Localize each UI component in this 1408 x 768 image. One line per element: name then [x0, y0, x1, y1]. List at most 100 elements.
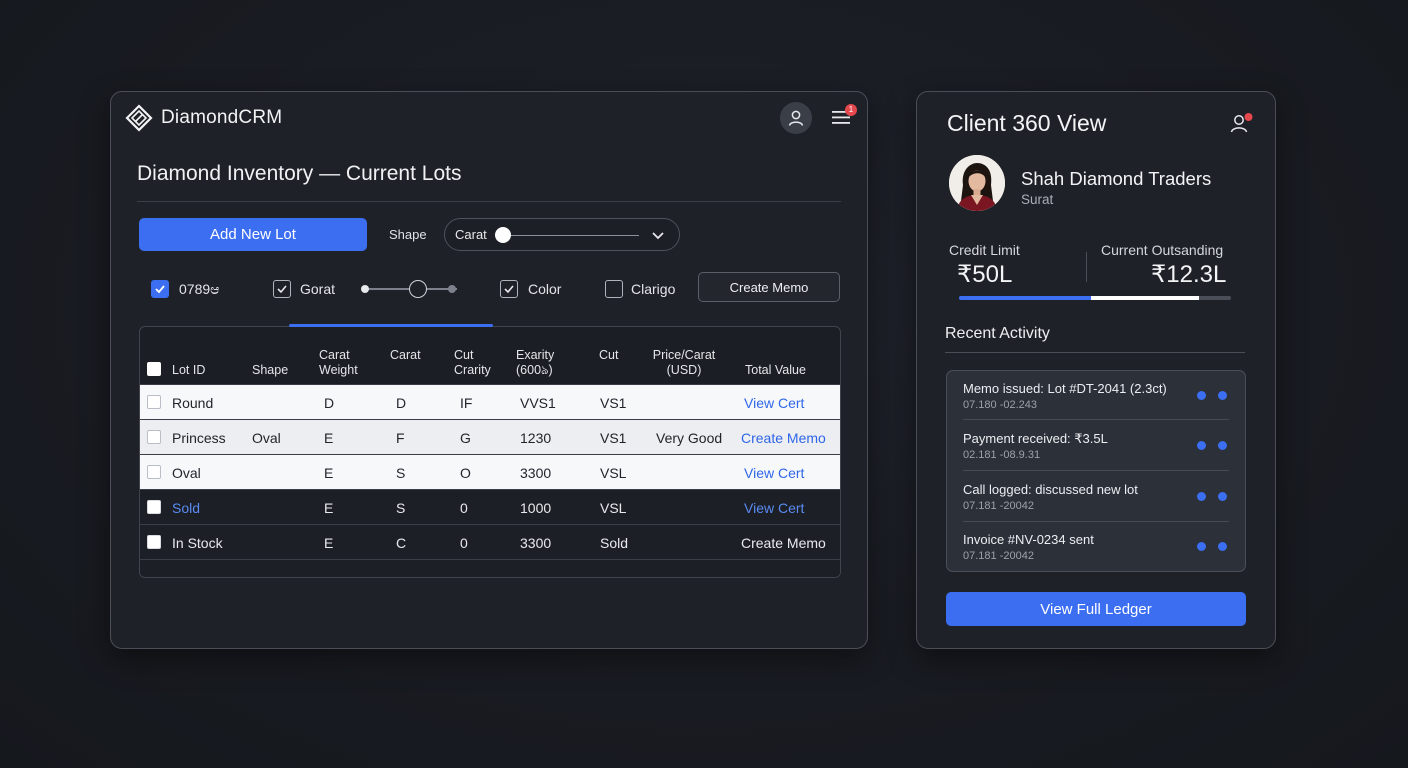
cell-cut: VSL	[600, 465, 627, 481]
add-new-lot-button[interactable]: Add New Lot	[139, 218, 367, 251]
active-tab-indicator	[289, 324, 493, 327]
shape-filter-label: Shape	[389, 227, 427, 242]
filter-checkbox-1[interactable]	[151, 280, 169, 298]
row-checkbox[interactable]	[147, 395, 161, 409]
table-row[interactable]: Sold E S 0 1000 VSL View Cert	[140, 489, 840, 524]
cell-exarity: 3300	[520, 465, 552, 481]
filter-checkbox-2[interactable]	[273, 280, 291, 298]
activity-separator	[963, 521, 1229, 522]
client-photo-icon	[949, 155, 1005, 211]
view-cert-link[interactable]: View Cert	[744, 465, 805, 481]
client-360-panel: Client 360 View Shah Diamond Traders Sur…	[916, 91, 1276, 649]
activity-dot-icon	[1218, 391, 1227, 400]
activity-time: 07.180 -02.243	[963, 399, 1038, 411]
range-slider-min[interactable]	[361, 285, 369, 293]
check-icon	[155, 285, 165, 294]
range-slider-max[interactable]	[448, 285, 456, 293]
filter-label-4: Clarigo	[631, 281, 676, 297]
activity-dot-icon	[1218, 492, 1227, 501]
activity-dot-icon	[1218, 441, 1227, 450]
cell-cut-clarity: 0	[460, 535, 468, 551]
col-lot-id[interactable]: Lot ID	[172, 363, 206, 377]
cell-cut-clarity: IF	[460, 395, 473, 411]
check-icon	[504, 285, 514, 294]
cell-carat-weight: E	[324, 430, 334, 446]
col-total-value[interactable]: Total Value	[745, 363, 806, 377]
cell-carat-weight: E	[324, 465, 334, 481]
activity-time: 02.181 -08.9.31	[963, 449, 1041, 461]
cell-lot-id: Round	[172, 395, 214, 411]
activity-separator	[963, 470, 1229, 471]
activity-item[interactable]: Memo issued: Lot #DT-2041 (2.3ct) 07.180…	[947, 371, 1245, 421]
user-menu-button[interactable]	[780, 102, 812, 134]
cell-price-carat: Very Good	[656, 430, 723, 446]
client-panel-title: Client 360 View	[947, 110, 1107, 136]
create-memo-button[interactable]: Create Memo	[698, 272, 840, 302]
row-checkbox[interactable]	[147, 535, 161, 549]
filter-label-2: Gorat	[300, 281, 336, 297]
cell-cut: Sold	[600, 535, 629, 551]
row-checkbox[interactable]	[147, 430, 161, 444]
carat-select-label: Carat	[455, 227, 487, 242]
client-avatar	[949, 155, 1005, 211]
create-memo-link[interactable]: Create Memo	[741, 535, 826, 551]
outstanding-label: Current Outsanding	[1101, 242, 1224, 258]
activity-item[interactable]: Call logged: discussed new lot 07.181 -2…	[947, 472, 1245, 522]
activity-dot-icon	[1197, 542, 1206, 551]
table-row[interactable]: Oval E S O 3300 VSL View Cert	[140, 454, 840, 489]
col-cut-clarity[interactable]: Cut Crarity	[454, 348, 491, 377]
col-carat[interactable]: Carat	[390, 348, 421, 362]
credit-limit-label: Credit Limit	[949, 242, 1020, 258]
col-exarity[interactable]: Exarity (600ঌ)	[516, 348, 555, 377]
user-icon	[788, 110, 804, 126]
cell-carat: S	[396, 465, 406, 481]
view-full-ledger-button[interactable]: View Full Ledger	[946, 592, 1246, 626]
recent-activity-title: Recent Activity	[945, 325, 1050, 342]
view-cert-link[interactable]: View Cert	[744, 395, 805, 411]
activity-dot-icon	[1197, 441, 1206, 450]
row-checkbox[interactable]	[147, 500, 161, 514]
filter-checkbox-4[interactable]	[605, 280, 623, 298]
activity-title: Memo issued: Lot #DT-2041 (2.3ct)	[963, 381, 1167, 396]
page-title: Diamond Inventory — Current Lots	[137, 162, 462, 185]
activity-separator	[963, 419, 1229, 420]
chevron-down-icon	[652, 232, 664, 240]
cell-carat: D	[396, 395, 407, 411]
range-slider-knob[interactable]	[409, 280, 427, 298]
activity-item[interactable]: Invoice #NV-0234 sent 07.181 -20042	[947, 522, 1245, 572]
cell-cut-clarity: 0	[460, 500, 468, 516]
credit-usage-bar	[959, 296, 1231, 300]
cell-cut-clarity: O	[460, 465, 471, 481]
table-row[interactable]: Round D D IF VVS1 VS1 View Cert	[140, 384, 840, 419]
carat-select[interactable]: Carat	[444, 218, 680, 251]
activity-title: Payment received: ₹3.5L	[963, 431, 1108, 446]
cell-carat-weight: E	[324, 500, 334, 516]
table-header: Lot ID Shape Carat Weight Carat Cut Crar…	[140, 327, 840, 384]
credit-bar-outstanding	[1091, 296, 1199, 300]
table-row[interactable]: In Stock E C 0 3300 Sold Create Memo	[140, 524, 840, 559]
credit-limit-value: ₹50L	[957, 261, 1013, 288]
cell-exarity: 1230	[520, 430, 552, 446]
filter-checkbox-3[interactable]	[500, 280, 518, 298]
col-carat-weight[interactable]: Carat Weight	[319, 348, 358, 377]
brand[interactable]: DiamondCRM	[125, 104, 282, 132]
title-divider	[137, 201, 841, 202]
table-footer	[140, 559, 840, 577]
row-checkbox[interactable]	[147, 465, 161, 479]
create-memo-link[interactable]: Create Memo	[741, 430, 826, 446]
col-cut[interactable]: Cut	[599, 348, 619, 362]
col-price-carat[interactable]: Price/Carat (USD)	[652, 348, 716, 377]
carat-range-knob[interactable]	[495, 227, 511, 243]
activity-time: 07.181 -20042	[963, 550, 1034, 562]
client-city: Surat	[1021, 192, 1054, 207]
hamburger-menu-icon[interactable]	[831, 106, 853, 128]
user-alert-icon[interactable]	[1229, 111, 1255, 135]
select-all-checkbox[interactable]	[147, 362, 161, 376]
check-icon	[277, 285, 287, 294]
notification-badge: 1	[845, 104, 857, 116]
activity-item[interactable]: Payment received: ₹3.5L 02.181 -08.9.31	[947, 421, 1245, 471]
col-shape[interactable]: Shape	[252, 363, 289, 377]
view-cert-link[interactable]: View Cert	[744, 500, 805, 516]
filter-label-1: 0789ಆ	[179, 281, 220, 297]
table-row[interactable]: Princess Oval E F G 1230 VS1 Very Good C…	[140, 419, 840, 454]
